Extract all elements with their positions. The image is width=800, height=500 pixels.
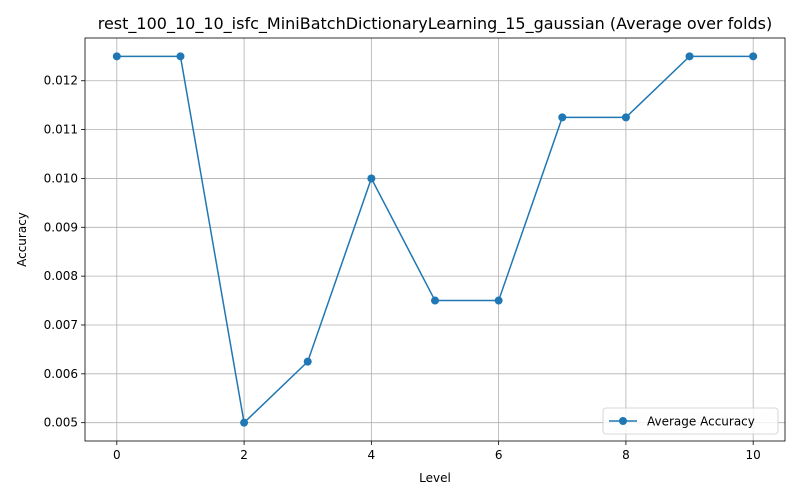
- plot-frame: [84, 37, 786, 442]
- x-tick-label: 6: [495, 448, 503, 462]
- y-axis-label: Accuracy: [15, 212, 29, 267]
- x-tick-label: 10: [746, 448, 761, 462]
- data-point: [303, 357, 312, 366]
- y-tick-label: 0.006: [44, 367, 78, 381]
- legend: Average Accuracy: [602, 407, 779, 435]
- series-line: [116, 55, 754, 425]
- y-tick-label: 0.007: [44, 318, 78, 332]
- data-point: [367, 174, 376, 183]
- y-tick-label: 0.012: [44, 74, 78, 88]
- x-tick-label: 8: [622, 448, 630, 462]
- y-tick-label: 0.009: [44, 220, 78, 234]
- chart-title: rest_100_10_10_isfc_MiniBatchDictionaryL…: [98, 14, 773, 34]
- legend-label: Average Accuracy: [647, 415, 755, 429]
- series-layer: [112, 52, 758, 427]
- data-point: [749, 52, 758, 61]
- data-point: [240, 418, 249, 427]
- data-point: [621, 113, 630, 122]
- y-axis-ticks: 0.005 0.006 0.007 0.008 0.009 0.010 0.011 0.012: [44, 74, 85, 430]
- y-tick-label: 0.011: [44, 123, 78, 137]
- data-point: [431, 296, 439, 305]
- y-tick-label: 0.008: [44, 269, 78, 283]
- x-axis-ticks: 0 2 4 6 8 10: [113, 441, 761, 462]
- grid: [85, 38, 785, 441]
- data-point: [685, 52, 694, 61]
- data-point: [176, 52, 185, 61]
- legend-box: [602, 407, 779, 435]
- data-point: [494, 296, 503, 305]
- x-axis-label: Level: [419, 471, 451, 485]
- x-tick-label: 4: [368, 448, 376, 462]
- x-tick-label: 2: [240, 448, 248, 462]
- y-tick-label: 0.005: [44, 416, 78, 430]
- data-point: [558, 113, 567, 122]
- y-tick-label: 0.010: [44, 171, 78, 185]
- x-tick-label: 0: [113, 448, 121, 462]
- data-point: [112, 52, 121, 61]
- legend-marker: [619, 417, 627, 425]
